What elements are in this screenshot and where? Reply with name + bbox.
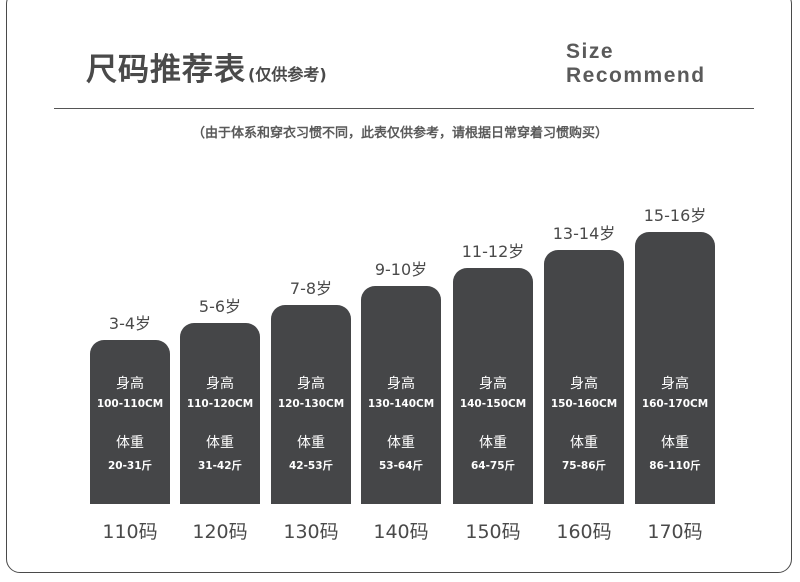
height-label: 身高 xyxy=(387,376,415,392)
weight-value: 20-31斤 xyxy=(107,460,153,472)
height-value: 130-140CM xyxy=(367,398,435,410)
english-title-line1: Size xyxy=(566,40,615,63)
weight-label: 体重 xyxy=(661,435,689,451)
age-label: 3-4岁 xyxy=(108,314,152,333)
weight-label: 体重 xyxy=(387,435,415,451)
weight-value: 86-110斤 xyxy=(649,460,701,472)
title-main: 尺码推荐表 xyxy=(86,52,246,88)
size-bar: 身高 140-150CM 体重 64-75斤 xyxy=(453,268,533,504)
height-value: 100-110CM xyxy=(96,398,164,410)
height-label: 身高 xyxy=(206,376,234,392)
weight-label: 体重 xyxy=(479,435,507,451)
size-label: 130码 xyxy=(283,521,339,543)
size-bar: 身高 130-140CM 体重 53-64斤 xyxy=(361,286,441,504)
age-label: 5-6岁 xyxy=(198,297,242,316)
weight-label: 体重 xyxy=(206,435,234,451)
height-value: 120-130CM xyxy=(277,398,345,410)
weight-value: 53-64斤 xyxy=(378,460,424,472)
age-label: 9-10岁 xyxy=(374,260,428,279)
weight-label: 体重 xyxy=(570,435,598,451)
weight-value: 31-42斤 xyxy=(197,460,243,472)
page-title: 尺码推荐表 (仅供参考) xyxy=(86,44,327,89)
english-title: Size Recommend xyxy=(566,40,706,88)
card-frame xyxy=(6,0,792,573)
height-label: 身高 xyxy=(116,376,144,392)
height-value: 110-120CM xyxy=(186,398,254,410)
age-label: 11-12岁 xyxy=(461,242,525,261)
size-label: 110码 xyxy=(102,521,158,543)
size-bar: 身高 100-110CM 体重 20-31斤 xyxy=(90,340,170,504)
weight-value: 75-86斤 xyxy=(561,460,607,472)
age-label: 13-14岁 xyxy=(552,224,616,243)
size-bar: 身高 150-160CM 体重 75-86斤 xyxy=(544,250,624,504)
size-label: 150码 xyxy=(465,521,521,543)
size-bar: 身高 110-120CM 体重 31-42斤 xyxy=(180,323,260,504)
weight-label: 体重 xyxy=(116,435,144,451)
size-label: 120码 xyxy=(192,521,248,543)
height-value: 160-170CM xyxy=(641,398,709,410)
height-value: 150-160CM xyxy=(550,398,618,410)
height-label: 身高 xyxy=(661,376,689,392)
height-label: 身高 xyxy=(570,376,598,392)
title-note: (仅供参考) xyxy=(248,65,327,84)
english-title-line2: Recommend xyxy=(566,64,706,87)
age-label: 15-16岁 xyxy=(643,206,707,225)
age-label: 7-8岁 xyxy=(289,279,333,298)
weight-label: 体重 xyxy=(297,435,325,451)
weight-value: 42-53斤 xyxy=(288,460,334,472)
disclaimer-note: （由于体系和穿衣习惯不同，此表仅供参考，请根据日常穿着习惯购买） xyxy=(191,126,608,141)
size-label: 140码 xyxy=(373,521,429,543)
weight-value: 64-75斤 xyxy=(470,460,516,472)
height-value: 140-150CM xyxy=(459,398,527,410)
size-bar: 身高 160-170CM 体重 86-110斤 xyxy=(635,232,715,504)
divider xyxy=(54,108,754,109)
height-label: 身高 xyxy=(479,376,507,392)
size-label: 170码 xyxy=(647,521,703,543)
size-label: 160码 xyxy=(556,521,612,543)
size-bar: 身高 120-130CM 体重 42-53斤 xyxy=(271,305,351,504)
height-label: 身高 xyxy=(297,376,325,392)
